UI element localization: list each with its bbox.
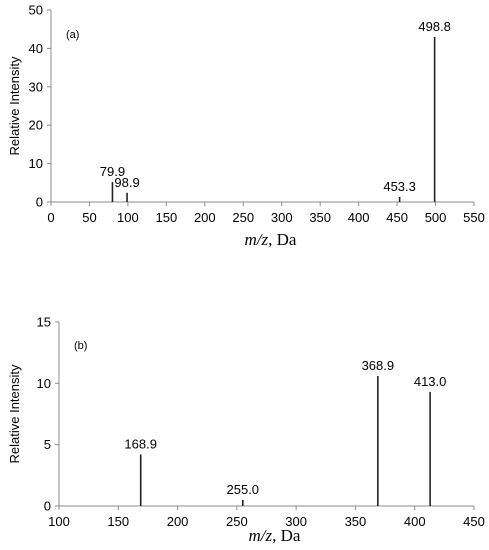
x-tick-label: 250 (232, 210, 254, 225)
peak-label: 79.9 (100, 164, 125, 179)
y-tick-label: 5 (44, 437, 51, 452)
x-tick-label: 150 (156, 210, 178, 225)
x-tick-label: 350 (309, 210, 331, 225)
x-axis-label-mz: m/z (249, 526, 273, 545)
y-tick-label: 30 (29, 79, 43, 94)
x-tick-label: 200 (194, 210, 216, 225)
peak-label: 368.9 (362, 358, 395, 373)
x-tick-label: 400 (348, 210, 370, 225)
x-tick-label: 350 (345, 514, 367, 529)
x-axis-label-unit: , Da (268, 230, 297, 249)
x-tick-label: 300 (271, 210, 293, 225)
x-tick-label: 50 (82, 210, 96, 225)
y-tick-label: 10 (29, 156, 43, 171)
x-tick-label: 250 (226, 514, 248, 529)
x-axis-label-unit: , Da (272, 526, 301, 545)
x-tick-label: 200 (167, 514, 189, 529)
x-axis-label-mz: m/z (245, 230, 269, 249)
x-tick-label: 100 (117, 210, 139, 225)
x-tick-label: 150 (107, 514, 129, 529)
peak-label: 413.0 (414, 374, 447, 389)
y-axis-label: Relative Intensity (7, 364, 22, 463)
chart-panel-1: 100 150 200 250 300 350 400 450 0 5 10 15 168.9 255.0… (7, 315, 485, 546)
peak-label: 98.9 (114, 175, 139, 190)
peak-label: 498.8 (418, 19, 451, 34)
chart-panel-0: 0 50 100 150 200 250 300 350 400 450 500 550 0 10 20 30… (7, 3, 485, 250)
y-tick-label: 40 (29, 41, 43, 56)
y-axis-label: Relative Intensity (7, 56, 22, 155)
x-tick-label: 550 (463, 210, 485, 225)
y-tick-label: 0 (44, 499, 51, 514)
peak-label: 453.3 (383, 179, 416, 194)
x-tick-label: 450 (463, 514, 485, 529)
y-tick-label: 0 (36, 195, 43, 210)
x-tick-label: 400 (404, 514, 426, 529)
x-tick-label: 450 (386, 210, 408, 225)
peak-label: 168.9 (124, 436, 157, 451)
panel-label: (b) (74, 340, 87, 352)
y-tick-label: 10 (37, 376, 51, 391)
panel-label: (a) (66, 29, 79, 41)
x-axis-label: m/z, Da (249, 526, 301, 545)
y-tick-label: 20 (29, 118, 43, 133)
x-axis-label: m/z, Da (245, 230, 297, 249)
x-tick-label: 500 (425, 210, 447, 225)
y-tick-label: 15 (37, 315, 51, 330)
y-tick-label: 50 (29, 3, 43, 18)
x-tick-label: 0 (47, 210, 54, 225)
x-tick-label: 300 (285, 514, 307, 529)
peak-label: 255.0 (227, 482, 260, 497)
x-tick-label: 100 (48, 514, 70, 529)
